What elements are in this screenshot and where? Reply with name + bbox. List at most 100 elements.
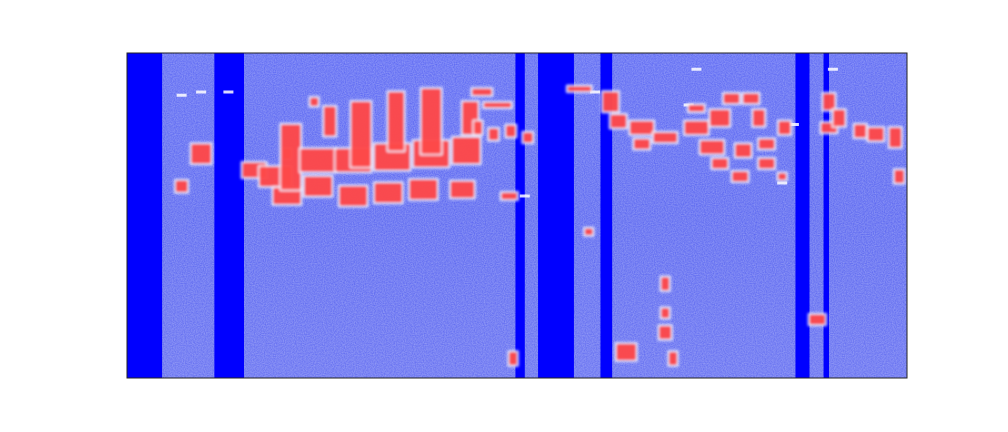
red-blob-core bbox=[894, 170, 904, 183]
dark-column-5 bbox=[795, 53, 810, 378]
red-blob-core bbox=[506, 125, 516, 137]
red-blob-10 bbox=[321, 104, 338, 138]
red-blob-53 bbox=[821, 91, 837, 112]
red-blob-core bbox=[483, 102, 512, 108]
red-blob-39 bbox=[686, 103, 707, 114]
red-blob-42 bbox=[708, 107, 732, 129]
red-blob-49 bbox=[756, 156, 777, 171]
red-blob-core bbox=[339, 186, 367, 206]
red-blob-46 bbox=[741, 91, 761, 106]
red-blob-core bbox=[653, 132, 677, 143]
red-blob-26 bbox=[504, 123, 518, 139]
red-blob-core bbox=[281, 124, 301, 190]
white-streak-5 bbox=[788, 123, 799, 126]
plot-frame bbox=[126, 52, 908, 379]
red-blob-35 bbox=[628, 119, 656, 137]
red-blob-core bbox=[868, 127, 884, 141]
red-blob-core bbox=[778, 173, 787, 180]
white-streak-0 bbox=[176, 93, 187, 97]
red-blob-8 bbox=[298, 146, 338, 174]
red-blob-core bbox=[374, 183, 402, 203]
red-blob-core bbox=[509, 352, 517, 365]
red-blob-15 bbox=[372, 181, 404, 205]
red-blob-7 bbox=[279, 122, 303, 192]
red-blob-core bbox=[809, 314, 826, 325]
red-blob-core bbox=[501, 192, 517, 200]
red-blob-core bbox=[616, 343, 636, 361]
red-blob-3 bbox=[173, 178, 190, 194]
red-blob-9 bbox=[302, 174, 334, 198]
red-blob-24 bbox=[472, 119, 484, 137]
red-blob-1 bbox=[308, 95, 321, 108]
red-blob-core bbox=[634, 139, 650, 149]
dark-column-4 bbox=[600, 53, 613, 378]
red-blob-core bbox=[823, 93, 835, 110]
plot-area bbox=[127, 53, 907, 378]
red-blob-core bbox=[688, 105, 705, 112]
white-streak-9 bbox=[827, 67, 838, 71]
red-blob-core bbox=[388, 92, 404, 151]
red-blob-50 bbox=[776, 119, 793, 137]
red-blob-core bbox=[735, 144, 751, 157]
red-blob-55 bbox=[852, 122, 869, 140]
red-blob-33 bbox=[600, 90, 621, 114]
red-blob-54 bbox=[831, 107, 847, 129]
red-blob-32 bbox=[507, 350, 519, 367]
dark-column-2 bbox=[515, 53, 525, 378]
red-blob-2 bbox=[189, 142, 213, 166]
red-blob-59 bbox=[807, 312, 828, 327]
red-blob-13 bbox=[349, 99, 373, 169]
red-blob-41 bbox=[710, 156, 730, 171]
red-blob-21 bbox=[448, 179, 477, 200]
dark-columns-layer bbox=[127, 53, 829, 378]
red-blob-core bbox=[758, 158, 775, 169]
white-streak-3 bbox=[691, 67, 702, 71]
red-blobs-layer bbox=[173, 84, 906, 367]
red-blob-31 bbox=[565, 84, 594, 94]
red-blob-core bbox=[669, 352, 677, 365]
red-blob-core bbox=[584, 228, 593, 235]
white-streak-2 bbox=[590, 90, 600, 94]
red-blob-18 bbox=[407, 177, 440, 202]
red-blob-core bbox=[300, 148, 336, 172]
red-blob-64 bbox=[667, 350, 679, 367]
red-blob-51 bbox=[776, 171, 789, 182]
red-blob-core bbox=[710, 109, 730, 127]
red-blob-25 bbox=[486, 126, 501, 142]
red-blob-core bbox=[778, 121, 791, 135]
red-blob-47 bbox=[750, 107, 767, 129]
red-blob-core bbox=[732, 171, 748, 182]
red-blob-38 bbox=[682, 119, 711, 137]
red-blob-16 bbox=[386, 90, 406, 153]
red-blob-core bbox=[452, 137, 480, 164]
red-blob-20 bbox=[450, 135, 482, 166]
red-blob-core bbox=[523, 132, 533, 143]
red-blob-27 bbox=[521, 130, 535, 145]
red-blob-core bbox=[191, 144, 211, 164]
red-blob-core bbox=[700, 140, 724, 154]
red-blob-core bbox=[474, 121, 482, 135]
red-blob-core bbox=[889, 127, 902, 148]
white-streak-1 bbox=[223, 90, 234, 94]
red-blob-60 bbox=[657, 324, 674, 341]
red-blob-core bbox=[833, 109, 845, 127]
red-blob-36 bbox=[632, 137, 652, 151]
red-blob-core bbox=[752, 109, 765, 127]
red-blob-61 bbox=[614, 341, 638, 363]
red-blob-core bbox=[723, 93, 740, 104]
red-blob-37 bbox=[651, 130, 679, 145]
white-streak-8 bbox=[196, 90, 207, 94]
red-blob-core bbox=[743, 93, 759, 104]
red-blob-core bbox=[421, 88, 441, 154]
red-blob-12 bbox=[337, 184, 369, 208]
red-blob-23 bbox=[470, 86, 494, 98]
red-blob-45 bbox=[733, 142, 753, 159]
red-blob-30 bbox=[582, 226, 595, 237]
red-blob-core bbox=[304, 176, 332, 196]
red-blob-core bbox=[175, 180, 188, 192]
red-blob-62 bbox=[659, 275, 672, 293]
red-blob-core bbox=[659, 326, 672, 339]
red-blob-core bbox=[610, 114, 627, 128]
red-blob-28 bbox=[481, 100, 514, 110]
red-blob-48 bbox=[756, 137, 777, 151]
